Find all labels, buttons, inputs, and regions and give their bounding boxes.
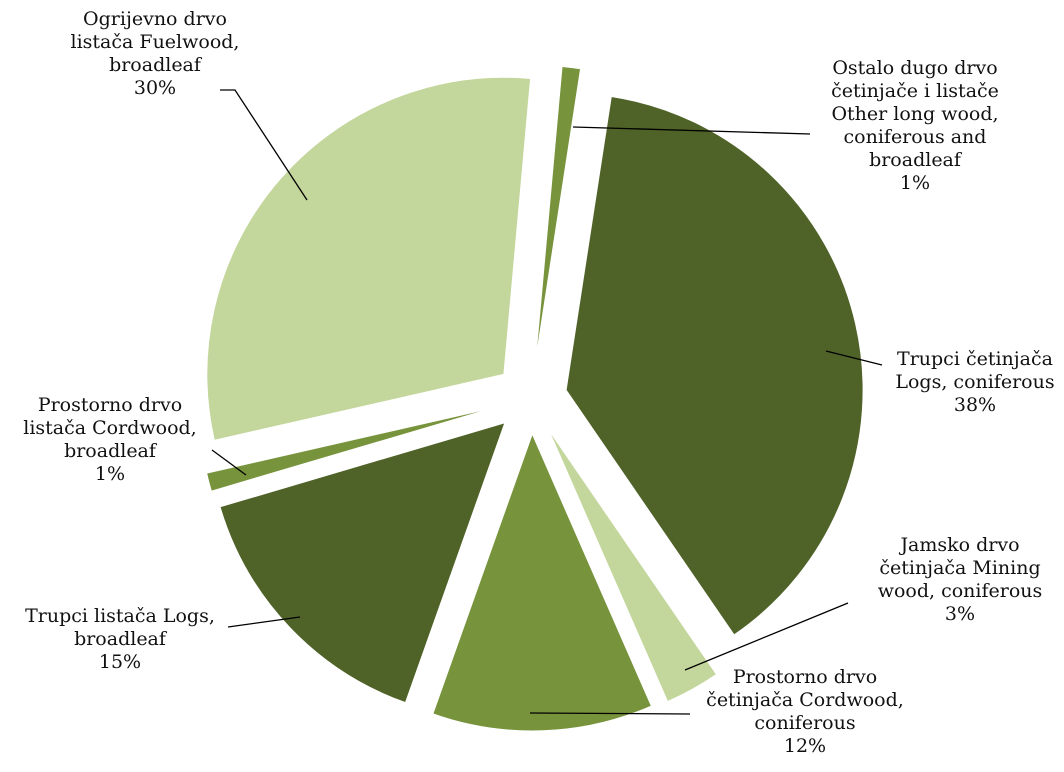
slice-label-line: wood, coniferous xyxy=(878,580,1043,602)
slice-label-line: Ogrijevno drvo xyxy=(83,8,227,30)
pie-slice-4 xyxy=(219,421,506,704)
slice-label-line: broadleaf xyxy=(109,54,203,76)
slice-label-line: Jamsko drvo xyxy=(898,534,1019,556)
slice-label-line: Prostorno drvo xyxy=(38,394,182,416)
leader-line-1 xyxy=(825,350,883,366)
slice-label-line: broadleaf xyxy=(869,149,963,171)
pie-slice-3 xyxy=(432,432,653,732)
slice-label-line: listača Cordwood, xyxy=(23,417,196,439)
pie-slice-5 xyxy=(206,406,497,492)
pie-slice-6 xyxy=(206,76,532,441)
slice-label-line: Trupci četinjača xyxy=(897,348,1053,370)
slice-label-2: Jamsko drvo četinjača Mining wood, conifer… xyxy=(878,534,1043,625)
pie-slice-0 xyxy=(534,65,582,363)
pie-slice-2 xyxy=(548,429,718,703)
slice-percent-0: 1% xyxy=(900,172,930,194)
slice-label-line: četinjača Mining xyxy=(879,557,1040,579)
leader-line-3 xyxy=(529,712,691,715)
slice-label-line: broadleaf xyxy=(74,628,168,650)
slice-label-line: četinjača Cordwood, xyxy=(706,689,904,711)
slice-percent-6: 30% xyxy=(134,77,176,99)
slice-label-3: Prostorno drvo četinjača Cordwood, conifer… xyxy=(706,666,904,757)
slice-label-line: Other long wood, xyxy=(831,103,998,125)
pie-slice-1 xyxy=(565,95,864,636)
slice-percent-1: 38% xyxy=(954,394,996,416)
slice-label-line: Prostorno drvo xyxy=(733,666,877,688)
slice-label-line: coniferous and xyxy=(844,126,987,148)
slice-label-6: Ogrijevno drvo listača Fuelwood, broadleaf… xyxy=(71,8,240,99)
slice-label-line: četinjače i listače xyxy=(831,80,999,102)
slice-percent-3: 12% xyxy=(784,735,826,757)
slice-label-line: Logs, coniferous xyxy=(895,371,1054,393)
leader-line-4 xyxy=(227,616,301,628)
slice-label-line: broadleaf xyxy=(64,440,158,462)
slice-percent-5: 1% xyxy=(95,463,125,485)
slice-percent-4: 15% xyxy=(99,651,141,673)
leader-line-6 xyxy=(220,89,308,201)
slice-label-line: Ostalo dugo drvo xyxy=(832,57,997,79)
slice-percent-2: 3% xyxy=(945,603,975,625)
slice-label-4: Trupci listača Logs, broadleaf 15% xyxy=(25,605,215,673)
slice-label-0: Ostalo dugo drvo četinjače i listače Other… xyxy=(831,57,999,194)
leader-line-5 xyxy=(211,449,247,476)
slice-label-1: Trupci četinjača Logs, coniferous 38% xyxy=(895,348,1054,416)
slice-label-5: Prostorno drvo listača Cordwood, broadleaf… xyxy=(23,394,196,485)
leader-line-0 xyxy=(572,126,811,135)
leader-line-2 xyxy=(684,602,849,671)
slice-label-line: listača Fuelwood, xyxy=(71,31,240,53)
slice-label-line: coniferous xyxy=(754,712,855,734)
slice-label-line: Trupci listača Logs, xyxy=(25,605,215,627)
